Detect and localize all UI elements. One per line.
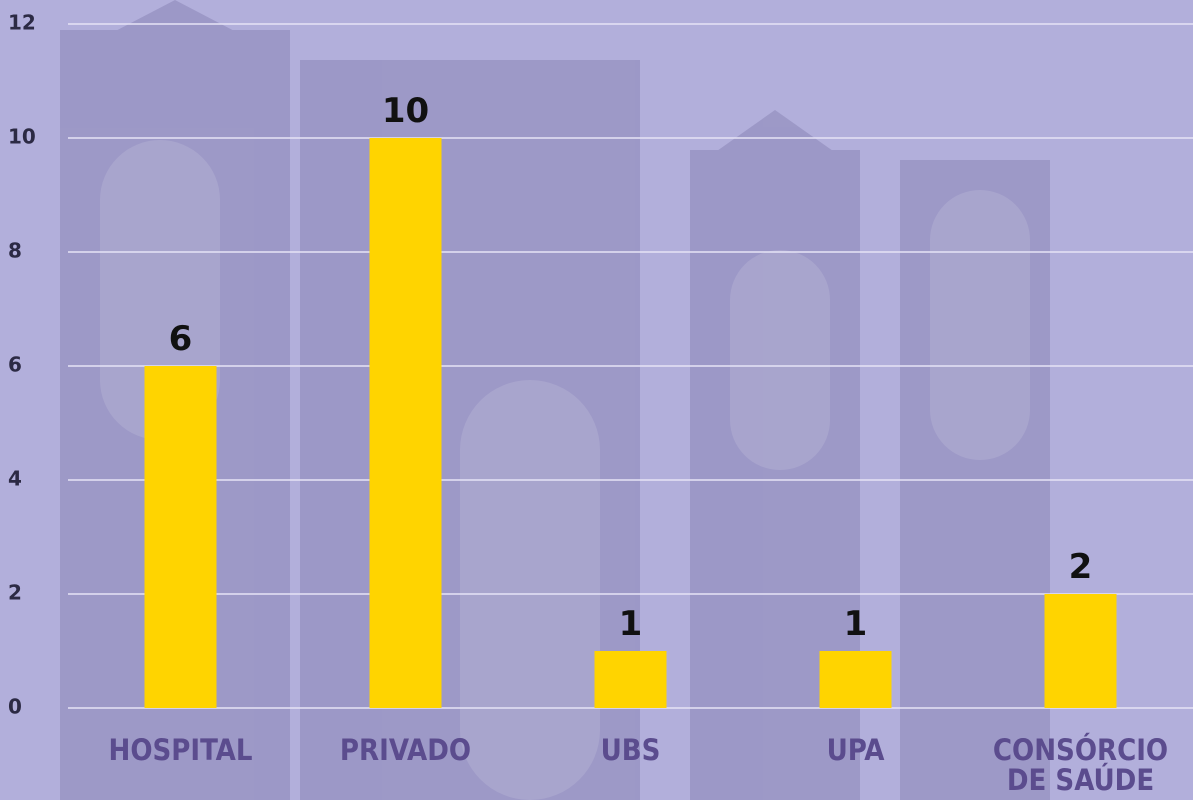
y-tick-label: 12 (8, 11, 36, 35)
value-label: 6 (169, 319, 193, 359)
y-tick-label: 10 (8, 125, 36, 149)
bar (819, 651, 892, 708)
bar (594, 651, 667, 708)
background-windows (100, 140, 1030, 800)
background-building (60, 0, 1050, 800)
x-tick-label: PRIVADO (339, 733, 472, 767)
value-label: 10 (382, 91, 429, 131)
x-tick-label: CONSÓRCIO DE SAÚDE (992, 733, 1169, 797)
y-tick-label: 8 (8, 239, 22, 263)
value-label: 2 (1069, 547, 1093, 587)
bar (144, 366, 217, 708)
x-tick-label: HOSPITAL (108, 733, 253, 767)
value-label: 1 (619, 604, 643, 644)
y-tick-label: 0 (8, 695, 22, 719)
x-tick-label: UPA (826, 733, 885, 767)
y-tick-label: 2 (8, 581, 22, 605)
y-tick-label: 6 (8, 353, 22, 377)
x-tick-label: UBS (600, 733, 661, 767)
value-label: 1 (844, 604, 868, 644)
y-tick-label: 4 (8, 467, 22, 491)
bar (369, 138, 442, 708)
bar (1044, 594, 1117, 708)
